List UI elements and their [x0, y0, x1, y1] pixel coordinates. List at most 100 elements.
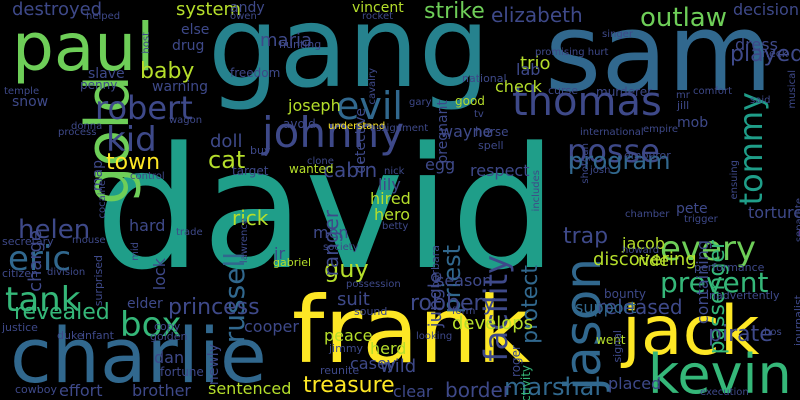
word-division: division: [47, 267, 86, 278]
word-hero: hero: [374, 205, 410, 224]
word-cowboy: cowboy: [15, 383, 57, 396]
word-good: good: [455, 94, 485, 108]
word-gang: gang: [208, 0, 490, 113]
word-penny: penny: [80, 78, 118, 92]
word-dan: dan: [154, 348, 185, 367]
word-herd: herd: [370, 339, 407, 358]
word-clear: clear: [393, 382, 433, 400]
word-ensuing: ensuing: [729, 160, 740, 200]
word-season: season: [436, 271, 493, 290]
word-clone: clone: [307, 156, 334, 167]
word-wild: wild: [380, 356, 417, 377]
word-warning: warning: [152, 79, 209, 95]
word-infant: infant: [82, 329, 114, 342]
word-shotgun: shotgun: [580, 143, 591, 184]
word-princess: princess: [168, 295, 260, 320]
word-containing: containing: [693, 240, 712, 325]
word-posse: posse: [567, 132, 660, 170]
word-avoid: avoid: [283, 117, 316, 131]
word-jill: jill: [677, 99, 690, 112]
word-said: said: [750, 95, 771, 106]
word-snow: snow: [12, 94, 49, 110]
word-jimmy: jimmy: [329, 342, 364, 355]
word-treasure: treasure: [303, 373, 395, 398]
word-thomas: thomas: [512, 79, 662, 125]
word-jacob: jacob: [622, 234, 665, 253]
word-rocket: rocket: [362, 11, 394, 22]
word-jr: jr: [274, 244, 286, 263]
word-fortune: fortune: [160, 365, 204, 379]
word-rick: rick: [232, 206, 269, 230]
word-destroyed: destroyed: [12, 0, 103, 20]
word-possession: possession: [346, 279, 401, 290]
word-sentenced: sentenced: [208, 379, 292, 398]
word-men: men: [313, 223, 349, 242]
word-curse: curse: [548, 84, 579, 97]
word-pregnant: pregnant: [435, 100, 451, 164]
word-horse: horse: [475, 125, 509, 139]
word-betty: betty: [382, 221, 409, 232]
word-cavalry: cavalry: [367, 68, 378, 105]
word-maria: maria: [260, 30, 312, 51]
word-neck: neck: [762, 47, 789, 60]
word-lawrence: lawrence: [239, 218, 250, 264]
word-barbara: barbara: [429, 245, 442, 289]
word-eric: eric: [8, 239, 72, 279]
word-mouse: mouse: [72, 235, 106, 246]
word-box: box: [120, 305, 182, 345]
word-wayne: wayne: [440, 122, 493, 141]
word-peace: peace: [324, 326, 373, 345]
word-charlie: charlie: [10, 311, 267, 400]
word-control: control: [130, 171, 165, 182]
word-trio: trio: [520, 53, 551, 74]
word-lily: lily: [378, 175, 401, 194]
word-musical: musical: [787, 70, 798, 109]
word-outlaw: outlaw: [640, 3, 728, 33]
word-separate: separate: [794, 198, 800, 243]
word-performance: performance: [694, 261, 765, 274]
word-town: town: [106, 150, 161, 175]
word-placed: placed: [608, 374, 662, 393]
word-drug: drug: [172, 38, 205, 54]
word-effort: effort: [59, 381, 103, 400]
word-trigger: trigger: [684, 214, 718, 225]
word-cat: cat: [208, 146, 246, 174]
word-josh: josh: [590, 165, 611, 176]
word-ride: ride: [638, 251, 670, 270]
word-murderer: murderer: [596, 85, 653, 99]
word-lock: lock: [150, 258, 169, 291]
word-frank: frank: [292, 277, 531, 384]
word-detective: detective: [353, 108, 369, 174]
word-emperor: emperor: [624, 149, 671, 162]
word-casey: casey: [350, 354, 397, 373]
word-reunite: reunite: [320, 364, 360, 377]
word-played: played: [730, 42, 800, 67]
word-vincent: vincent: [352, 0, 404, 16]
word-joseph: joseph: [288, 96, 341, 115]
word-understand: understand: [328, 121, 386, 132]
word-mid: mid: [130, 242, 141, 261]
word-activity: activity: [519, 365, 533, 400]
word-comfort: comfort: [693, 86, 733, 97]
word-torture: torture: [748, 203, 800, 222]
word-secretary: secretary: [2, 235, 54, 248]
word-hired: hired: [370, 189, 411, 208]
word-cabin: cabin: [323, 158, 378, 182]
word-baby: baby: [140, 59, 195, 84]
word-cooper: cooper: [244, 317, 299, 336]
word-border: border: [445, 378, 512, 400]
word-andy: andy: [230, 0, 265, 16]
word-owen: owen: [230, 11, 257, 22]
word-citizen: citizen: [2, 267, 38, 280]
word-trade: trade: [176, 227, 203, 238]
word-brother: brother: [132, 381, 192, 400]
word-promising-hurt: promising hurt: [535, 47, 609, 58]
word-society: society: [323, 242, 359, 253]
word-process: process: [58, 127, 97, 138]
word-strike: strike: [424, 0, 485, 24]
word-else: else: [181, 22, 210, 38]
word-howard: howard: [622, 245, 660, 256]
word-assignment: assignment: [370, 123, 429, 134]
word-journalist: journalist: [792, 295, 800, 346]
